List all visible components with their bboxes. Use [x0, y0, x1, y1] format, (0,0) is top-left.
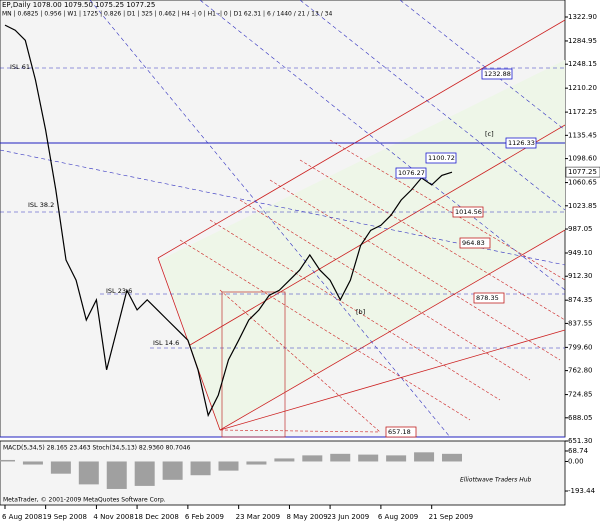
- y-tick-label: 949.10: [568, 249, 593, 257]
- macd-bar: [358, 454, 379, 462]
- macd-bar: [22, 461, 43, 465]
- macd-bar: [330, 453, 351, 462]
- price-box: [425, 152, 457, 164]
- macd-tick-label: -193.44: [568, 487, 596, 495]
- price-box: [505, 137, 537, 149]
- x-tick-label: 8 May 2009: [286, 513, 327, 521]
- x-tick-label: 6 Aug 2009: [378, 513, 418, 521]
- y-tick-label: 874.35: [568, 296, 593, 304]
- y-tick-label: 837.55: [568, 319, 593, 327]
- macd-tick-label: 0.00: [568, 457, 584, 465]
- y-tick-label: 1248.15: [568, 60, 597, 68]
- y-tick-label: 912.30: [568, 272, 593, 280]
- x-tick-label: 21 Sep 2009: [429, 513, 473, 521]
- macd-bar: [274, 458, 295, 462]
- annotation: [b]: [356, 308, 365, 316]
- y-tick-label: 1023.85: [568, 202, 597, 210]
- y-tick-label: 1098.60: [568, 155, 597, 163]
- price-box: [452, 206, 484, 218]
- annotation: [c]: [485, 130, 494, 138]
- header-info: MN | 0.6825 | 0.956 | W1 | 1725 | 0.826 …: [2, 11, 332, 18]
- channel-lines: [157, 19, 566, 431]
- price-box-label: 878.35: [476, 294, 499, 302]
- last-price-box: [565, 166, 600, 178]
- x-tick-label: 4 Nov 2008: [93, 513, 133, 521]
- y-tick-label: 1322.90: [568, 13, 597, 21]
- header: EP,Daily 1078.00 1079.50 1075.25 1077.25: [2, 1, 155, 9]
- price-line: [4, 24, 453, 418]
- x-tick-label: 19 Sep 2008: [43, 513, 87, 521]
- macd-tick-label: 68.74: [568, 447, 589, 455]
- price-box: [459, 237, 491, 249]
- price-box: [473, 292, 505, 304]
- y-tick-label: 724.85: [568, 391, 593, 399]
- annotation: ISL 14.6: [153, 339, 179, 347]
- x-tick-label: 6 Aug 2008: [2, 513, 42, 521]
- price-box-label: 1232.88: [484, 70, 511, 78]
- macd-bar: [414, 452, 435, 462]
- last-price-label: 1077.25: [568, 168, 597, 176]
- y-tick-label: 987.05: [568, 225, 593, 233]
- macd-bar: [246, 461, 267, 465]
- watermark: Elliottwave Traders Hub: [460, 477, 532, 484]
- annotation: ISL 38.2: [28, 201, 54, 209]
- x-tick-label: 23 Jun 2009: [327, 513, 369, 521]
- macd-bar: [302, 455, 323, 462]
- box: [221, 291, 286, 438]
- price-box: [395, 167, 427, 179]
- price-box: [481, 68, 513, 80]
- macd-bar: [0, 459, 15, 462]
- macd-bar: [386, 455, 407, 462]
- macd-label: MACD(5,34,5) 28.165 23.463 Stoch(34,5,13…: [3, 445, 191, 452]
- price-box: [385, 426, 417, 438]
- x-tick-label: 18 Dec 2008: [134, 513, 179, 521]
- x-tick-label: 23 Mar 2009: [236, 513, 280, 521]
- macd-bar: [78, 461, 99, 485]
- annotation: ISL 61: [10, 63, 30, 71]
- price-box-label: 1126.33: [508, 139, 535, 147]
- y-tick-label: 651.30: [568, 437, 593, 445]
- y-tick-label: 1135.45: [568, 131, 597, 139]
- x-tick-label: 6 Feb 2009: [185, 513, 224, 521]
- macd-bar: [134, 461, 155, 486]
- y-tick-label: 1284.95: [568, 37, 597, 45]
- y-tick-label: 1210.20: [568, 84, 597, 92]
- footer: MetaTrader, © 2001-2009 MetaQuotes Softw…: [3, 497, 166, 504]
- price-box-label: 1100.72: [428, 154, 455, 162]
- y-tick-label: 762.80: [568, 367, 593, 375]
- channel-fill: [160, 60, 565, 430]
- macd-bar: [50, 461, 71, 474]
- price-box-label: 1076.27: [398, 169, 425, 177]
- macd-bar: [442, 453, 462, 462]
- y-tick-label: 799.60: [568, 343, 593, 351]
- price-box-label: 1014.56: [455, 208, 482, 216]
- macd-bar: [162, 461, 183, 480]
- y-tick-label: 688.05: [568, 414, 593, 422]
- price-box-label: 657.18: [388, 428, 411, 436]
- macd-bar: [218, 461, 239, 471]
- price-box-label: 964.83: [462, 239, 485, 247]
- macd-bar: [190, 461, 211, 476]
- annotation: ISL 23.6: [106, 287, 132, 295]
- fan-lines: [179, 139, 566, 433]
- macd-bar: [106, 461, 127, 489]
- y-tick-label: 1172.25: [568, 108, 597, 116]
- y-tick-label: 1060.65: [568, 179, 597, 187]
